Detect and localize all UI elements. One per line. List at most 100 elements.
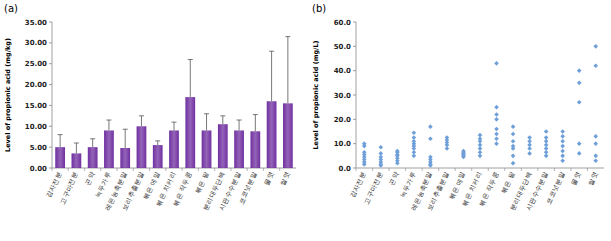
x-tick: [214, 168, 215, 171]
x-tick-label: 고구마전분: [363, 170, 385, 205]
y-tick-label: 0.00: [30, 165, 47, 173]
x-tick: [52, 168, 53, 171]
x-axis: [356, 168, 604, 169]
y-tick: [353, 143, 356, 144]
x-tick: [537, 168, 538, 171]
point: [560, 149, 565, 154]
bar: [153, 145, 163, 168]
point: [428, 137, 433, 142]
x-tick-label: 쌀엿: [279, 170, 292, 186]
y-tick: [353, 46, 356, 47]
x-tick: [438, 168, 439, 171]
point: [527, 135, 532, 140]
y-tick-label: 50.0: [334, 43, 351, 51]
x-tick: [455, 168, 456, 171]
point: [593, 141, 598, 146]
y-tick: [49, 168, 52, 169]
y-tick: [49, 105, 52, 106]
x-tick: [504, 168, 505, 171]
x-tick-label: 코코넛분말: [544, 170, 566, 205]
error-bar: [237, 120, 242, 130]
x-tick: [263, 168, 264, 171]
x-tick-label: 시판수수분말: [525, 170, 550, 211]
x-tick-label: 곤약: [388, 170, 401, 186]
x-tick: [405, 168, 406, 171]
error-bar: [123, 129, 128, 148]
point: [593, 44, 598, 49]
point: [560, 129, 565, 134]
error-line: [76, 143, 77, 153]
x-tick-label: 볶은 팥: [500, 170, 517, 194]
error-cap: [253, 114, 258, 115]
y-tick: [353, 119, 356, 120]
error-line: [271, 51, 272, 101]
y-tick-label: 30.00: [25, 39, 47, 47]
y-tick-label: 5.00: [30, 144, 47, 152]
x-tick-label: 물엿: [570, 170, 583, 186]
error-cap: [188, 59, 193, 60]
x-tick-label: 볶은 팥: [193, 170, 210, 194]
x-tick: [279, 168, 280, 171]
x-tick-label: 코코넛분말: [237, 170, 259, 205]
y-axis: [356, 22, 357, 168]
y-axis-label: Level of propionic acid (mg/kg): [4, 38, 12, 152]
point: [362, 150, 367, 155]
error-cap: [90, 138, 95, 139]
y-tick-label: 10.0: [334, 140, 351, 148]
y-tick-label: 20.0: [334, 116, 351, 124]
bar: [185, 97, 195, 168]
point: [494, 132, 499, 137]
point: [412, 130, 417, 135]
bar: [104, 130, 114, 168]
point: [527, 151, 532, 156]
x-tick-label: 보리추출분말: [426, 170, 451, 211]
error-bar: [253, 115, 258, 132]
point: [445, 135, 450, 140]
x-tick: [389, 168, 390, 171]
point: [494, 141, 499, 146]
x-tick: [488, 168, 489, 171]
point: [544, 129, 549, 134]
point: [560, 144, 565, 149]
error-line: [157, 141, 158, 145]
point: [593, 64, 598, 69]
point: [511, 132, 516, 137]
error-cap: [172, 122, 177, 123]
point: [511, 154, 516, 159]
error-line: [174, 122, 175, 130]
error-cap: [285, 36, 290, 37]
y-axis: [52, 22, 53, 168]
error-line: [141, 116, 142, 126]
x-tick-label: 시판수수분말: [218, 170, 243, 211]
point: [511, 161, 516, 166]
point: [577, 141, 582, 146]
figure: (a) Level of propionic acid (mg/kg) 0.00 5.…: [0, 0, 611, 241]
y-tick-label: 35.00: [25, 19, 47, 27]
y-tick: [353, 70, 356, 71]
error-line: [255, 115, 256, 132]
x-tick: [117, 168, 118, 171]
x-tick-label: 물엿: [262, 170, 275, 186]
x-tick: [554, 168, 555, 171]
bar: [120, 148, 130, 168]
bar: [169, 130, 179, 168]
error-line: [60, 135, 61, 148]
y-tick: [353, 168, 356, 169]
error-line: [92, 139, 93, 147]
panel-title: (a): [4, 3, 18, 14]
point: [379, 151, 384, 156]
x-tick: [587, 168, 588, 171]
point: [593, 158, 598, 163]
point: [362, 141, 367, 146]
y-tick: [49, 126, 52, 127]
y-tick-label: 15.00: [25, 102, 47, 110]
error-line: [206, 114, 207, 131]
bar: [88, 147, 98, 168]
error-cap: [237, 120, 242, 121]
error-line: [239, 120, 240, 130]
point: [461, 149, 466, 154]
error-bar: [139, 116, 144, 126]
error-bar: [106, 120, 111, 130]
bar: [250, 131, 260, 168]
x-tick: [84, 168, 85, 171]
